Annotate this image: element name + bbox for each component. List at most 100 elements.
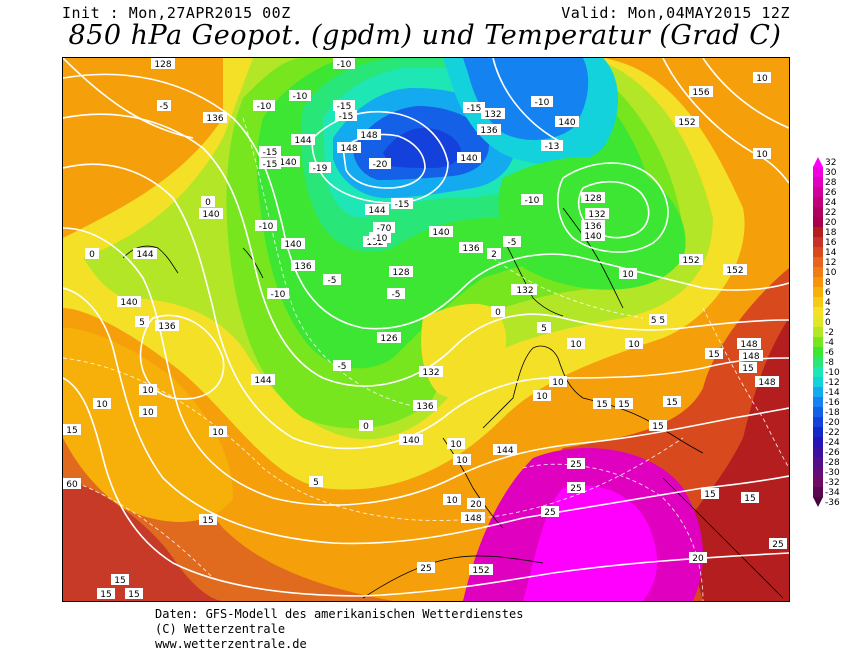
- legend-swatch: [813, 497, 823, 507]
- temp-label: 10: [625, 338, 643, 350]
- legend-swatch: [813, 187, 823, 198]
- footer-data-source: Daten: GFS-Modell des amerikanischen Wet…: [155, 607, 524, 621]
- temp-label: -70: [373, 222, 395, 234]
- temp-label: -15: [259, 158, 281, 170]
- geo-label: 144: [291, 134, 315, 146]
- geo-label: 136: [581, 220, 605, 232]
- temp-label: 0: [85, 248, 99, 260]
- svg-text:10: 10: [756, 74, 768, 84]
- svg-text:132: 132: [422, 368, 439, 378]
- temp-label: 15: [741, 492, 759, 504]
- svg-text:-5: -5: [508, 238, 517, 248]
- svg-text:148: 148: [758, 378, 775, 388]
- svg-text:144: 144: [136, 250, 153, 260]
- legend-label: 10: [825, 268, 837, 278]
- temp-label: -10: [521, 194, 543, 206]
- svg-text:-15: -15: [339, 112, 354, 122]
- svg-text:144: 144: [496, 446, 513, 456]
- temp-label: 10: [549, 376, 567, 388]
- legend-label: -2: [825, 328, 834, 338]
- legend-swatch: [813, 167, 823, 178]
- svg-text:10: 10: [142, 408, 154, 418]
- temp-label: -15: [259, 146, 281, 158]
- legend-scale: 32302826242220181614121086420-2-4-6-8-10…: [813, 157, 840, 508]
- legend-label: -22: [825, 428, 840, 438]
- legend-swatch: [813, 277, 823, 288]
- svg-text:5: 5: [541, 324, 547, 334]
- legend-swatch: [813, 397, 823, 408]
- geo-label: 140: [199, 208, 223, 220]
- temp-label: -10: [531, 96, 553, 108]
- geo-label: 126: [377, 332, 401, 344]
- temp-label: -10: [255, 220, 277, 232]
- geo-label: 144: [251, 374, 275, 386]
- svg-text:25: 25: [544, 508, 555, 518]
- geo-label: 136: [413, 400, 437, 412]
- legend-swatch: [813, 327, 823, 338]
- legend-label: -28: [825, 458, 840, 468]
- temp-label: -5: [323, 274, 341, 286]
- legend-label: -20: [825, 418, 840, 428]
- svg-text:10: 10: [552, 378, 564, 388]
- svg-text:15: 15: [100, 590, 111, 600]
- temp-label: -15: [333, 100, 355, 112]
- geo-label: 132: [585, 208, 609, 220]
- svg-text:152: 152: [472, 566, 489, 576]
- geo-label: 140: [457, 152, 481, 164]
- legend-swatch: [813, 377, 823, 388]
- svg-text:10: 10: [536, 392, 548, 402]
- legend-label: -12: [825, 378, 840, 388]
- temp-label: -15: [335, 110, 357, 122]
- svg-text:15: 15: [666, 398, 677, 408]
- svg-text:10: 10: [96, 400, 108, 410]
- legend-label: -30: [825, 468, 840, 478]
- temp-label: 10: [443, 494, 461, 506]
- svg-text:10: 10: [450, 440, 462, 450]
- svg-text:10: 10: [212, 428, 224, 438]
- svg-text:-15: -15: [467, 104, 482, 114]
- footer-credits: Daten: GFS-Modell des amerikanischen Wet…: [155, 607, 523, 652]
- temp-label: 10: [139, 406, 157, 418]
- legend-swatch: [813, 297, 823, 308]
- svg-text:-15: -15: [263, 148, 278, 158]
- geo-label: 148: [337, 142, 361, 154]
- legend-swatch: [813, 477, 823, 488]
- temp-label: -5: [157, 100, 171, 112]
- temp-label: 10: [567, 338, 585, 350]
- legend-label: 28: [825, 178, 837, 188]
- geo-label: 148: [755, 376, 779, 388]
- svg-text:140: 140: [432, 228, 449, 238]
- svg-text:10: 10: [142, 386, 154, 396]
- footer-website: www.wetterzentrale.de: [155, 637, 307, 651]
- svg-text:148: 148: [464, 514, 481, 524]
- temp-label: 25: [769, 538, 787, 550]
- svg-text:140: 140: [558, 118, 575, 128]
- svg-text:25: 25: [772, 540, 783, 550]
- temp-label: 15: [663, 396, 681, 408]
- temp-label: 0: [359, 420, 373, 432]
- geo-label: 152: [723, 264, 747, 276]
- svg-text:140: 140: [584, 232, 601, 242]
- legend-swatch: [813, 207, 823, 218]
- svg-text:-15: -15: [395, 200, 410, 210]
- legend-label: -4: [825, 338, 834, 348]
- temp-label: 5: [309, 476, 323, 488]
- legend-label: 18: [825, 228, 837, 238]
- svg-text:128: 128: [392, 268, 409, 278]
- temp-label: 5 5: [649, 314, 667, 326]
- init-time: Init : Mon,27APR2015 00Z: [62, 4, 291, 22]
- temp-label: 0: [491, 306, 505, 318]
- svg-text:-15: -15: [337, 102, 352, 112]
- svg-text:140: 140: [120, 298, 137, 308]
- temp-label: 10: [753, 148, 771, 160]
- svg-text:20: 20: [470, 500, 482, 510]
- geo-label: 140: [429, 226, 453, 238]
- svg-text:152: 152: [682, 256, 699, 266]
- legend-swatch: [813, 337, 823, 348]
- temp-label: 10: [753, 72, 771, 84]
- legend-swatch: [813, 237, 823, 248]
- legend-swatch: [813, 487, 823, 498]
- temp-label: 20: [689, 552, 707, 564]
- temp-label: 15: [63, 424, 81, 436]
- geo-label: 136: [203, 112, 227, 124]
